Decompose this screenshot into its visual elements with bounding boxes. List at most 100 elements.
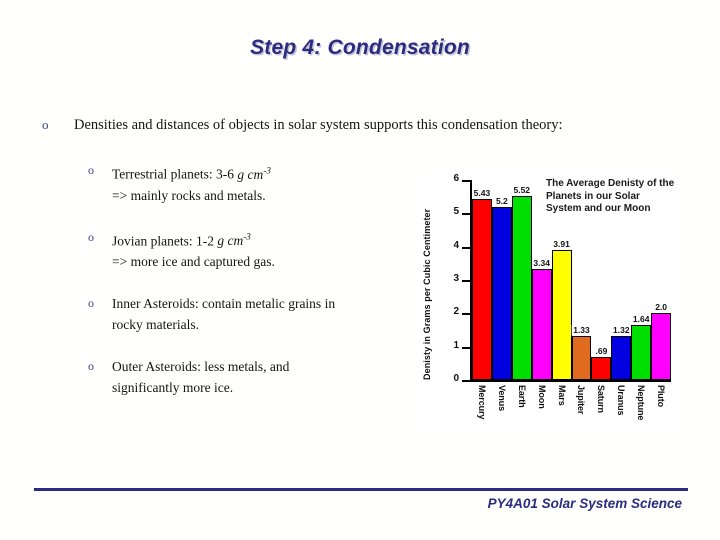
y-axis-tick: 4 [453,240,472,251]
list-item-body: Outer Asteroids: less metals, and signif… [112,356,289,398]
chart-bar-mercury[interactable]: 5.43 [472,180,492,380]
bullet-marker-icon: o [88,359,94,373]
x-axis-category: Moon [532,385,552,431]
y-axis-tick-label: 0 [453,373,459,384]
x-axis-category: Venus [492,385,512,431]
list-item: o Outer Asteroids: less metals, and sign… [88,356,418,398]
bar-rect [651,313,672,380]
chart-title: The Average Denisty of the Planets in ou… [546,178,675,214]
y-axis-tick-label: 4 [453,239,459,251]
x-axis-category-label: Uranus [616,385,627,416]
x-axis-category-label: Pluto [656,385,667,407]
x-axis-category: Jupiter [572,385,592,431]
bar-value-label: 2.0 [654,302,669,313]
x-axis-category-label: Earth [516,385,527,408]
footer-divider [34,488,688,491]
x-axis-category-label: Jupiter [576,385,587,415]
sub-bullet-list: o Terrestrial planets: 3-6 g cm-3 => mai… [88,160,418,419]
bar-value-label: 1.32 [612,325,631,335]
bullet-marker-icon: o [88,296,94,310]
y-axis-tick: 0 [453,373,472,384]
bar-value-label: 5.43 [472,188,492,198]
bar-rect [531,268,552,380]
x-axis-line [470,380,671,382]
list-item-label: Inner Asteroids: contain metalic grains … [112,296,336,311]
chart-bar-earth[interactable]: 5.52 [511,180,532,380]
list-item-units: g cm-3 [237,165,271,182]
y-axis-tick: 2 [453,306,472,317]
chart-bar-moon[interactable]: 3.34 [531,180,552,380]
x-axis-category-label: Venus [496,385,507,412]
list-item-units: g cm-3 [217,231,251,249]
chart-bars: 5.43 5.2 5.52 3.34 3.91 1.33 .69 1.32 1.64 2.0 [472,180,672,380]
bar-value-label: 1.64 [631,314,651,325]
x-axis-category: Neptune [631,385,651,431]
bar-rect [571,335,592,380]
list-item-label: Terrestrial planets: 3-6 [112,166,238,182]
chart-bar-saturn[interactable]: .69 [591,180,612,380]
list-item-line2: => more ice and captured gas. [112,254,275,269]
chart-bar-pluto[interactable]: 2.0 [651,180,672,380]
list-item: o Inner Asteroids: contain metalic grain… [88,293,418,335]
x-axis-category: Earth [512,385,532,431]
y-axis-tick: 5 [453,206,472,217]
bullet-marker-icon: o [88,163,94,177]
bar-value-label: 5.2 [494,195,509,206]
y-axis-tick-label: 1 [453,339,459,351]
bar-value-label: 1.33 [572,324,591,335]
x-axis-category-label: Moon [536,385,547,409]
list-item: o Jovian planets: 1-2 g cm-3 => more ice… [88,227,418,273]
units-value: g cm [217,233,244,248]
x-axis-categories: Mercury Venus Earth Moon Mars Jupiter Saturn Ur… [472,385,671,431]
y-axis-tick: 6 [453,173,472,184]
bar-rect [591,357,612,380]
x-axis-category-label: Neptune [636,385,647,421]
chart-bar-jupiter[interactable]: 1.33 [571,180,592,380]
list-item-label: Outer Asteroids: less metals, and [112,359,290,374]
units-value: g cm [237,166,264,182]
y-axis-tick-label: 2 [453,306,459,318]
units-exponent: -3 [263,165,271,175]
x-axis-category: Mars [552,385,572,431]
units-exponent: -3 [243,231,251,242]
chart-bar-neptune[interactable]: 1.64 [631,180,652,380]
bullet-marker-icon: o [42,117,49,132]
bar-rect [551,249,572,380]
x-axis-category: Pluto [651,385,671,431]
chart-plot-area: 0 1 2 3 4 5 6 5.43 5.2 5.52 3.34 3.91 1.33 .69 1.32 1.… [453,173,672,385]
bar-value-label: .69 [594,346,609,356]
list-item-line2: => mainly rocks and metals. [112,187,266,203]
list-item-body: Terrestrial planets: 3-6 g cm-3 => mainl… [112,160,271,206]
list-item-label: Jovian planets: 1-2 [112,233,218,248]
y-axis-tick-label: 3 [453,273,459,284]
y-axis-tick: 1 [453,340,472,351]
list-item-line2: significantly more ice. [112,380,234,395]
x-axis-category: Uranus [611,385,631,431]
bar-rect [511,196,532,380]
bar-rect [631,325,652,380]
x-axis-category-label: Saturn [596,385,607,413]
bar-value-label: 5.52 [512,185,532,195]
x-axis-category-label: Mercury [476,385,487,420]
y-axis-tick-label: 5 [453,206,459,218]
y-axis-tick: 3 [453,273,472,284]
bar-rect [472,199,492,380]
footer-course-label: PY4A01 Solar System Science [487,496,682,511]
density-bar-chart: Denisty in Grams per Cubic Centimeter Th… [420,172,682,434]
x-axis-category: Saturn [591,385,611,431]
list-item: o Terrestrial planets: 3-6 g cm-3 => mai… [88,160,418,206]
list-item-line2: rocky materials. [112,317,199,332]
bar-value-label: 3.34 [532,257,551,268]
x-axis-category: Mercury [472,385,492,431]
main-bullet-text: Densities and distances of objects in so… [74,117,563,133]
chart-bar-uranus[interactable]: 1.32 [611,180,632,380]
chart-bar-mars[interactable]: 3.91 [551,180,572,380]
bar-value-label: 3.91 [552,238,571,249]
chart-y-axis-label: Denisty in Grams per Cubic Centimeter [422,208,432,380]
y-axis-tick-label: 6 [453,173,459,184]
list-item-body: Inner Asteroids: contain metalic grains … [112,293,335,335]
bar-rect [611,336,632,380]
main-bullet: o Densities and distances of objects in … [42,116,672,134]
page-title: Step 4: Condensation [250,36,470,59]
chart-bar-venus[interactable]: 5.2 [491,180,512,380]
